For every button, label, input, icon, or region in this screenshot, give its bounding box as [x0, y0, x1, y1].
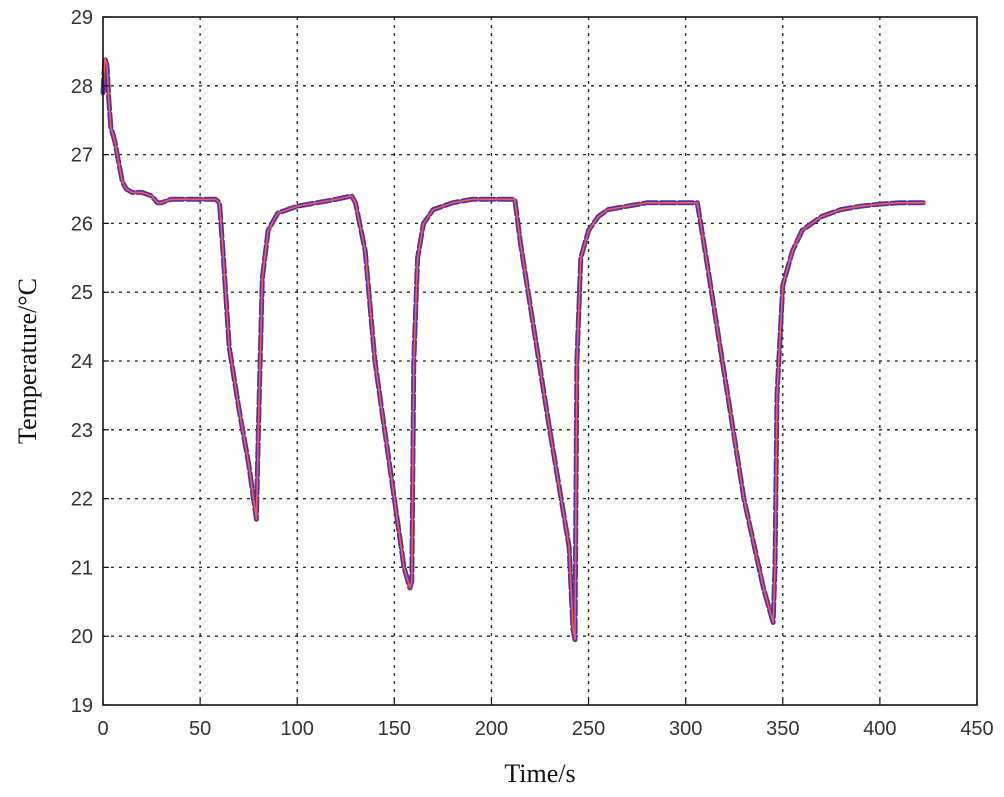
x-tick-label-4: 200 — [475, 718, 508, 740]
series-line-0 — [100, 55, 928, 643]
x-tick-label-2: 100 — [281, 718, 314, 740]
series-line-1 — [102, 57, 926, 641]
y-tick-label-9: 28 — [71, 76, 93, 98]
y-tick-label-6: 25 — [71, 282, 93, 304]
x-tick-label-7: 350 — [766, 718, 799, 740]
y-tick-label-2: 21 — [71, 557, 93, 579]
x-axis-title: Time/s — [504, 759, 575, 788]
y-tick-label-8: 27 — [71, 145, 93, 167]
y-tick-label-4: 23 — [71, 420, 93, 442]
x-tick-label-6: 300 — [669, 718, 702, 740]
x-tick-label-9: 450 — [960, 718, 993, 740]
y-tick-label-7: 26 — [71, 213, 93, 235]
grid — [103, 17, 977, 705]
y-tick-label-1: 20 — [71, 626, 93, 648]
y-tick-label-3: 22 — [71, 489, 93, 511]
y-tick-label-5: 24 — [71, 351, 93, 373]
x-tick-label-1: 50 — [189, 718, 211, 740]
y-axis-title: Temperature/°C — [13, 278, 42, 444]
series-layer — [100, 55, 928, 643]
tick-labels: 0 50 100 150 200 250 300 350 400 450 19 20 21 22 23 24 2… — [71, 7, 994, 740]
x-tick-label-8: 400 — [863, 718, 896, 740]
x-tick-label-0: 0 — [97, 718, 108, 740]
y-tick-label-10: 29 — [71, 7, 93, 29]
y-tick-label-0: 19 — [71, 695, 93, 717]
x-tick-label-5: 250 — [572, 718, 605, 740]
x-tick-label-3: 150 — [378, 718, 411, 740]
